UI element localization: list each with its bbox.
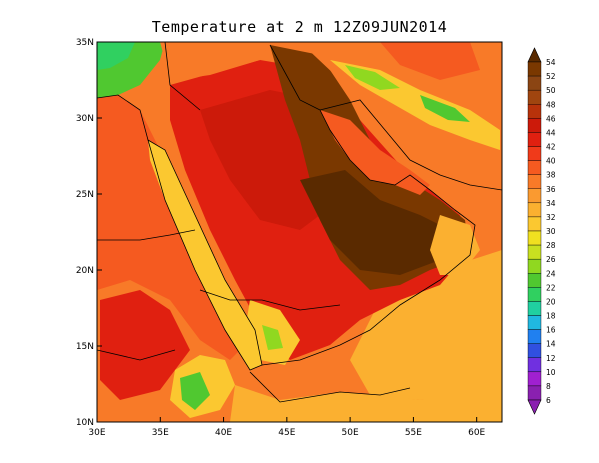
colorbar-segment (527, 118, 542, 133)
colorbar-label: 16 (546, 326, 556, 335)
colorbar-label: 54 (546, 58, 556, 67)
sudan-south-border (97, 349, 176, 361)
colorbar-label: 6 (546, 396, 551, 405)
colorbar-label: 26 (546, 255, 556, 264)
colorbar-segment (527, 315, 542, 330)
colorbar-segment (527, 104, 542, 119)
x-tick-label: 45E (278, 428, 295, 438)
colorbar: 54 52 50 48 46 44 42 40 38 36 34 32 30 28 26 24 22 20 18 16… (527, 47, 556, 415)
colorbar-label: 34 (546, 199, 556, 208)
levant-border (164, 42, 201, 111)
colorbar-label: 18 (546, 312, 556, 321)
iran-plateau (300, 42, 502, 190)
sudan-hot-area (100, 290, 190, 400)
colorbar-segment (527, 258, 542, 274)
colorbar-segment (527, 174, 542, 189)
colorbar-label: 10 (546, 368, 556, 377)
colorbar-segment (527, 132, 542, 147)
levant-north (160, 42, 270, 80)
colorbar-segment (527, 160, 542, 175)
colorbar-segment (527, 202, 542, 218)
colorbar-label: 20 (546, 297, 556, 306)
colorbar-label: 36 (546, 185, 556, 194)
x-axis: 30E 35E 40E 45E 50E 55E 60E (88, 417, 486, 438)
empty-quarter-core (300, 170, 450, 275)
red-sea (148, 140, 262, 370)
colorbar-label: 12 (546, 354, 556, 363)
y-tick-label: 35N (76, 38, 94, 48)
colorbar-label: 40 (546, 157, 556, 166)
colorbar-label: 22 (546, 283, 556, 292)
colorbar-segment (527, 188, 542, 204)
colorbar-segment (527, 343, 542, 358)
colorbar-label: 44 (546, 128, 556, 137)
x-tick-label: 60E (468, 428, 485, 438)
x-tick-label: 30E (88, 428, 105, 438)
coastlines (97, 42, 502, 403)
colorbar-segment (527, 230, 542, 246)
plot-frame (96, 41, 503, 423)
mediterranean-cool-area (97, 42, 135, 70)
oman-coast (430, 215, 480, 275)
map-title: Temperature at 2 m 12Z09JUN2014 (151, 18, 448, 36)
colorbar-segment (527, 244, 542, 260)
y-tick-label: 30N (76, 114, 94, 124)
colorbar-label: 32 (546, 213, 556, 222)
colorbar-segment (527, 287, 542, 302)
somalia-coast (249, 371, 411, 403)
y-tick-label: 20N (76, 266, 94, 276)
colorbar-label: 50 (546, 86, 556, 95)
y-axis: 35N 30N 25N 20N 15N 10N (76, 38, 102, 428)
colorbar-min-arrow (527, 399, 542, 415)
colorbar-label: 8 (546, 382, 551, 391)
zagros-cool-ridge (345, 65, 400, 90)
colorbar-segment (527, 146, 542, 161)
colorbar-label: 46 (546, 114, 556, 123)
ethiopian-highlands-cool (180, 372, 210, 410)
y-tick-label: 15N (76, 342, 94, 352)
x-tick-label: 50E (342, 428, 359, 438)
x-tick-label: 55E (405, 428, 422, 438)
arabian-sea (350, 250, 502, 400)
colorbar-segment (527, 301, 542, 316)
iran-coast (319, 99, 502, 191)
colorbar-label: 14 (546, 340, 556, 349)
iran-cool-ridge (420, 95, 470, 122)
x-tick-label: 35E (152, 428, 169, 438)
horn-of-africa (230, 385, 502, 422)
y-tick-label: 10N (76, 418, 94, 428)
y-tick-label: 25N (76, 190, 94, 200)
colorbar-segment (527, 273, 542, 288)
saudi-yemen-border (199, 289, 341, 311)
colorbar-segment (527, 216, 542, 232)
persian-gulf (320, 110, 430, 195)
egypt-sudan-border (97, 229, 196, 241)
colorbar-label: 38 (546, 171, 556, 180)
colorbar-segment (527, 357, 542, 373)
colorbar-label: 52 (546, 72, 556, 81)
northern-iran (380, 42, 480, 80)
colorbar-segment (527, 329, 542, 344)
colorbar-segment (527, 371, 542, 387)
colorbar-label: 42 (546, 143, 556, 152)
colorbar-max-arrow (527, 47, 542, 63)
yemen-cool-peaks (262, 325, 283, 350)
colorbar-segment (527, 61, 542, 77)
colorbar-label: 28 (546, 241, 556, 250)
arabia-coast (261, 109, 476, 366)
colorbar-label: 30 (546, 227, 556, 236)
colorbar-segment (527, 89, 542, 105)
colorbar-label: 48 (546, 100, 556, 109)
x-tick-label: 40E (215, 428, 232, 438)
colorbar-label: 24 (546, 269, 556, 278)
egypt-coast (97, 94, 149, 141)
map-field (97, 42, 502, 422)
colorbar-segment (527, 75, 542, 91)
iraq-border (269, 44, 321, 111)
colorbar-segment (527, 385, 542, 401)
